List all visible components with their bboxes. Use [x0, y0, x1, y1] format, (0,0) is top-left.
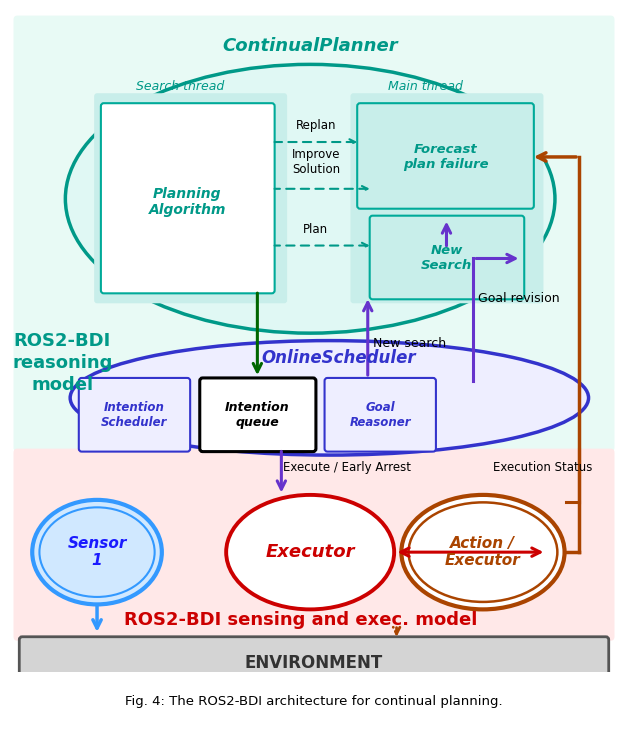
Ellipse shape — [401, 495, 565, 610]
Text: Fig. 4: The ROS2-BDI architecture for continual planning.: Fig. 4: The ROS2-BDI architecture for co… — [125, 695, 503, 708]
FancyBboxPatch shape — [94, 93, 287, 303]
Text: Goal revision: Goal revision — [478, 292, 560, 305]
Text: Sensor
1: Sensor 1 — [67, 536, 127, 569]
Text: ENVIRONMENT: ENVIRONMENT — [245, 653, 383, 672]
Text: Intention
queue: Intention queue — [225, 401, 290, 429]
FancyBboxPatch shape — [14, 449, 614, 641]
Text: New search: New search — [372, 337, 446, 350]
Text: ContinualPlanner: ContinualPlanner — [222, 37, 398, 55]
Text: Plan: Plan — [303, 223, 328, 236]
Text: Replan: Replan — [296, 119, 336, 132]
Text: OnlineScheduler: OnlineScheduler — [262, 349, 416, 367]
FancyBboxPatch shape — [101, 103, 274, 293]
Text: Planning
Algorithm: Planning Algorithm — [149, 187, 226, 217]
Ellipse shape — [65, 64, 555, 333]
Text: Action /
Executor: Action / Executor — [445, 536, 521, 569]
Text: Intention
Scheduler: Intention Scheduler — [101, 401, 168, 429]
Text: Forecast
plan failure: Forecast plan failure — [403, 143, 489, 171]
Text: Execution Status: Execution Status — [492, 461, 592, 474]
Ellipse shape — [70, 341, 588, 455]
FancyBboxPatch shape — [19, 637, 609, 688]
Text: Execute / Early Arrest: Execute / Early Arrest — [283, 461, 411, 474]
Ellipse shape — [226, 495, 394, 610]
FancyBboxPatch shape — [357, 103, 534, 209]
FancyBboxPatch shape — [350, 93, 543, 303]
Text: ROS2-BDI
reasoning
model: ROS2-BDI reasoning model — [13, 332, 112, 394]
Ellipse shape — [40, 507, 154, 597]
FancyBboxPatch shape — [14, 15, 614, 452]
FancyBboxPatch shape — [325, 378, 436, 452]
Text: ROS2-BDI sensing and exec. model: ROS2-BDI sensing and exec. model — [124, 611, 477, 629]
FancyBboxPatch shape — [370, 215, 524, 299]
FancyBboxPatch shape — [200, 378, 316, 452]
Text: New
Search: New Search — [421, 245, 472, 272]
Text: Search thread: Search thread — [136, 80, 225, 93]
Text: Executor: Executor — [266, 543, 355, 561]
FancyBboxPatch shape — [78, 378, 190, 452]
Text: Main thread: Main thread — [388, 80, 463, 93]
Ellipse shape — [32, 500, 162, 604]
Text: Goal
Reasoner: Goal Reasoner — [350, 401, 411, 429]
Text: Improve
Solution: Improve Solution — [291, 148, 340, 176]
Ellipse shape — [409, 502, 558, 602]
